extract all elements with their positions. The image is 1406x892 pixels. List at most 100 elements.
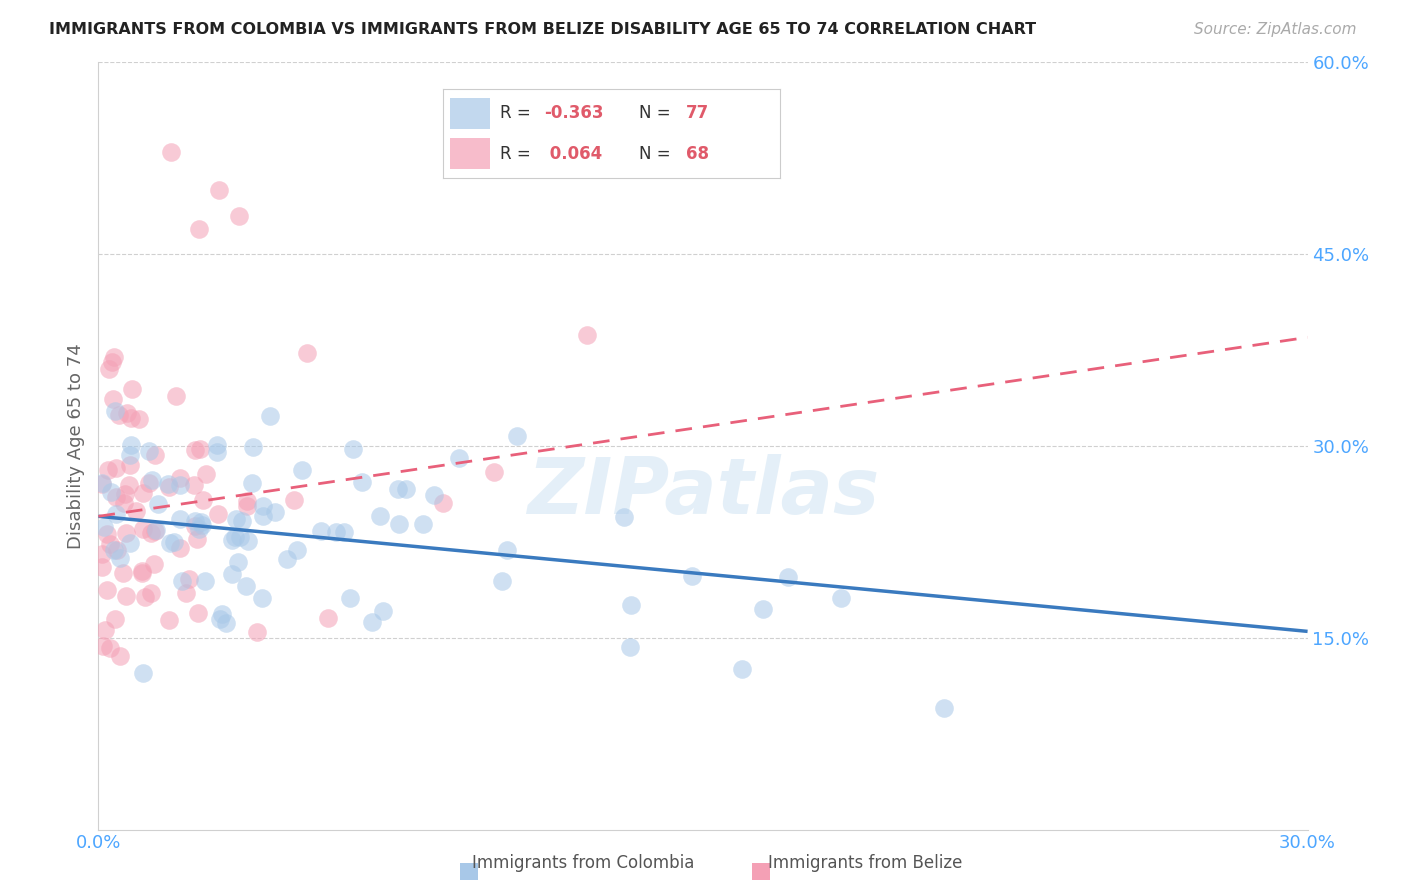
Point [681, 569, 703, 583]
Text: 77: 77 [686, 104, 709, 122]
Point [131, 485, 153, 500]
Text: 0.064: 0.064 [544, 145, 602, 163]
Point [778, 570, 800, 584]
Text: -0.363: -0.363 [544, 104, 603, 122]
Point [118, 477, 141, 491]
Point [96, 527, 118, 541]
Point [108, 648, 131, 663]
Point [934, 701, 956, 715]
Point [205, 438, 228, 452]
Point [423, 488, 446, 502]
Point [91, 560, 114, 574]
Point [91, 475, 114, 490]
Point [98, 537, 121, 551]
Text: N =: N = [638, 145, 675, 163]
Point [339, 591, 361, 605]
Point [169, 541, 191, 555]
Point [395, 482, 418, 496]
Point [132, 522, 155, 536]
Point [207, 445, 229, 459]
Point [187, 606, 209, 620]
Point [91, 547, 114, 561]
Text: Source: ZipAtlas.com: Source: ZipAtlas.com [1194, 22, 1357, 37]
Point [412, 517, 434, 532]
Point [184, 518, 207, 533]
Text: Immigrants from Colombia: Immigrants from Colombia [472, 855, 695, 872]
Point [183, 442, 205, 457]
Point [159, 536, 181, 550]
Point [131, 564, 153, 578]
Point [170, 574, 193, 588]
Point [242, 440, 264, 454]
Point [139, 585, 162, 599]
Point [115, 406, 138, 420]
Point [236, 534, 259, 549]
Point [91, 639, 114, 653]
Point [291, 463, 314, 477]
Point [120, 438, 142, 452]
Text: Immigrants from Belize: Immigrants from Belize [768, 855, 962, 872]
Point [311, 524, 333, 539]
Point [128, 412, 150, 426]
Point [224, 530, 246, 544]
Point [215, 616, 238, 631]
Point [332, 524, 354, 539]
Point [105, 507, 128, 521]
Point [165, 388, 187, 402]
Point [505, 429, 527, 443]
Point [361, 615, 384, 630]
Point [235, 500, 257, 514]
Point [368, 509, 391, 524]
Point [108, 550, 131, 565]
Point [226, 555, 249, 569]
Point [235, 579, 257, 593]
Point [186, 533, 208, 547]
Point [141, 473, 163, 487]
Y-axis label: Disability Age 65 to 74: Disability Age 65 to 74 [66, 343, 84, 549]
Bar [450, 138, 491, 169]
Point [491, 574, 513, 588]
Point [352, 475, 374, 489]
Point [131, 566, 153, 581]
Point [91, 477, 114, 491]
Text: ZIPatlas: ZIPatlas [527, 454, 879, 530]
Point [101, 392, 124, 407]
Point [208, 183, 231, 197]
Point [190, 516, 212, 530]
Point [246, 624, 269, 639]
Point [120, 411, 142, 425]
Point [184, 515, 207, 529]
Point [103, 350, 125, 364]
Point [619, 640, 641, 654]
Text: R =: R = [501, 104, 536, 122]
Point [229, 530, 252, 544]
Point [183, 477, 205, 491]
Point [134, 590, 156, 604]
Point [115, 589, 138, 603]
Point [112, 566, 135, 580]
Point [195, 467, 218, 482]
Point [221, 533, 243, 548]
Point [263, 506, 285, 520]
Point [575, 328, 598, 343]
Point [240, 476, 263, 491]
Text: IMMIGRANTS FROM COLOMBIA VS IMMIGRANTS FROM BELIZE DISABILITY AGE 65 TO 74 CORRE: IMMIGRANTS FROM COLOMBIA VS IMMIGRANTS F… [49, 22, 1036, 37]
Point [482, 466, 505, 480]
Bar [450, 98, 491, 129]
Point [97, 463, 120, 477]
Point [252, 508, 274, 523]
Point [157, 480, 180, 494]
Point [342, 442, 364, 457]
Point [93, 520, 115, 534]
Point [387, 483, 409, 497]
Point [325, 524, 347, 539]
Point [169, 512, 191, 526]
Point [194, 574, 217, 588]
Point [190, 517, 212, 532]
Text: N =: N = [638, 104, 675, 122]
Point [169, 478, 191, 492]
Point [114, 487, 136, 501]
Point [100, 640, 122, 655]
Point [209, 612, 232, 626]
Point [118, 448, 141, 462]
